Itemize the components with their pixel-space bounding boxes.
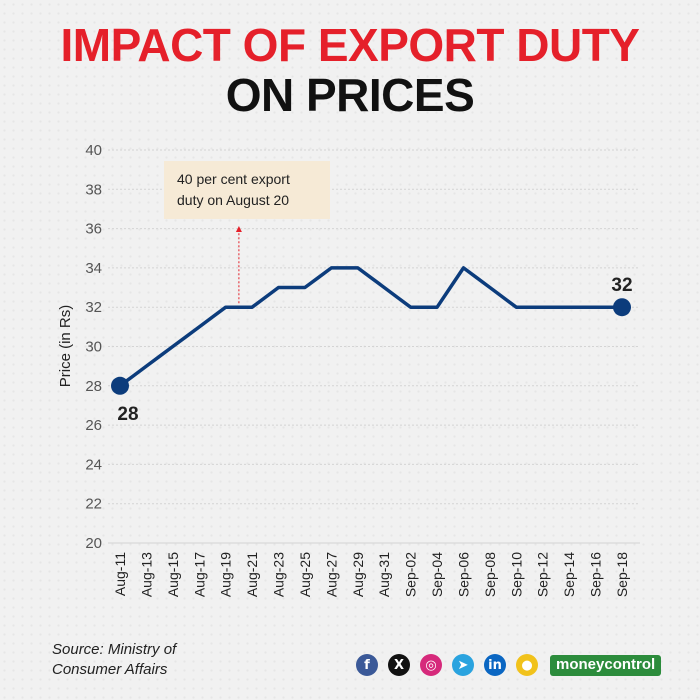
source-line-1: Source: Ministry of [52,641,177,658]
y-axis-label: Price (in Rs) [57,305,74,388]
x-tick-label: Aug-15 [165,552,181,597]
annotation-arrowhead [235,226,242,232]
y-tick-label: 32 [85,299,102,316]
x-tick-label: Aug-31 [376,552,392,597]
facebook-icon[interactable]: f [356,654,378,676]
y-tick-label: 28 [85,378,102,395]
start-point [111,376,129,395]
x-tick-label: Aug-17 [191,552,207,597]
x-tick-label: Aug-29 [350,552,366,597]
y-tick-label: 34 [85,260,102,277]
y-tick-label: 38 [85,181,102,198]
y-tick-label: 40 [85,142,102,159]
x-tick-label: Sep-06 [455,552,471,597]
x-tick-label: Aug-25 [297,552,313,597]
y-tick-label: 24 [85,456,102,473]
moneycontrol-logo: moneycontrol [550,654,662,676]
instagram-icon[interactable]: ◎ [420,654,442,676]
x-tick-label: Sep-12 [535,552,551,597]
x-tick-label: Aug-23 [271,552,287,597]
x-tick-label: Sep-04 [429,552,445,597]
annotation-box [164,161,330,219]
x-tick-label: Aug-11 [112,552,128,596]
source-line-2: Consumer Affairs [52,661,168,678]
start-value-label: 28 [117,404,138,425]
title-line-2: ON PRICES [225,69,475,121]
annotation-text-line-2: duty on August 20 [177,192,289,208]
y-tick-label: 36 [85,221,102,238]
x-tick-label: Sep-08 [482,552,498,597]
y-tick-label: 20 [85,535,102,552]
y-tick-label: 30 [85,339,102,356]
series-line [118,266,622,388]
x-tick-label: Aug-21 [244,552,260,597]
x-tick-label: Sep-10 [508,552,524,597]
x-tick-label: Sep-16 [588,552,604,597]
end-point [613,298,631,317]
source-note: Source: Ministry of Consumer Affairs [52,640,252,680]
x-icon[interactable]: X [388,654,410,676]
x-tick-label: Aug-13 [138,552,154,597]
telegram-icon[interactable]: ➤ [452,654,474,676]
y-tick-label: 26 [85,417,102,434]
social-icons: f X ◎ ➤ in ● moneycontrol [356,654,662,676]
end-value-label: 32 [611,275,632,296]
title-line-1: IMPACT OF EXPORT DUTY [60,19,641,71]
annotation-text-line-1: 40 per cent export [177,171,290,187]
x-tick-label: Aug-27 [323,552,339,597]
y-tick-label: 22 [85,496,102,513]
x-tick-label: Sep-18 [614,552,630,597]
x-tick-label: Sep-02 [403,552,419,597]
x-tick-label: Aug-19 [218,552,234,597]
x-tick-label: Sep-14 [561,552,577,597]
linkedin-icon[interactable]: in [484,654,506,676]
koo-icon[interactable]: ● [516,654,538,676]
